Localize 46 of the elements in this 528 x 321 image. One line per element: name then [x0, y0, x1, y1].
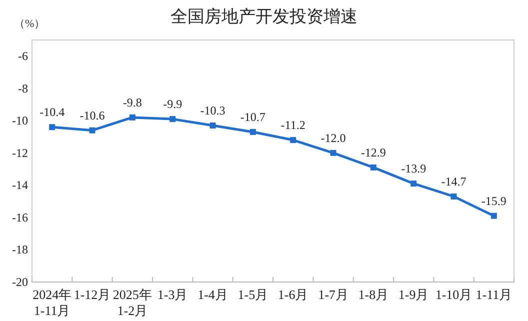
data-label: -12.0: [320, 130, 346, 145]
data-label: -10.4: [40, 105, 65, 120]
x-tick-label: 1-6月: [278, 287, 308, 302]
data-label: -9.9: [163, 97, 182, 112]
x-tick-label: 1-7月: [318, 287, 348, 302]
y-axis-title: （%）: [14, 18, 46, 30]
point: [89, 127, 96, 134]
point: [129, 114, 136, 120]
data-label: -11.2: [280, 118, 306, 132]
x-tick-label: 1-4月: [198, 287, 228, 302]
data-label: -10.7: [240, 110, 266, 124]
y-tick-label: -14: [12, 178, 28, 192]
y-tick-label: -16: [12, 210, 28, 224]
x-tick-label: 1-8月: [358, 287, 389, 302]
data-label: -10.6: [80, 108, 105, 122]
point: [490, 212, 497, 219]
y-tick-label: -18: [12, 242, 28, 257]
x-tick-label: 2024年 1-11月: [32, 287, 72, 318]
x-tick-label: 1-3月: [157, 287, 188, 302]
x-tick-label: 1-9月: [398, 287, 429, 302]
data-label: -14.7: [441, 174, 466, 188]
point: [49, 124, 56, 130]
y-tick-label: -8: [18, 81, 28, 96]
point: [170, 116, 176, 122]
y-tick-label: -12: [12, 146, 28, 160]
point: [450, 193, 457, 200]
chart-title: 全国房地产开发投资增速: [170, 7, 358, 26]
point: [370, 164, 376, 170]
data-label: -12.9: [360, 145, 386, 160]
x-tick-label: 2025年 1-2月: [112, 287, 152, 318]
y-tick-label: -10: [12, 114, 28, 128]
point: [250, 128, 256, 135]
data-label: -13.9: [401, 162, 426, 176]
data-label: -10.3: [200, 104, 226, 118]
y-tick-label: -6: [18, 49, 28, 64]
point: [290, 137, 296, 144]
point: [210, 122, 216, 129]
point: [410, 180, 417, 187]
x-tick-label: 1-5月: [238, 287, 268, 302]
point: [330, 150, 336, 156]
x-tick-label: 1-12月: [74, 287, 111, 302]
y-tick-label: -20: [12, 275, 28, 289]
data-label: -15.9: [481, 194, 506, 208]
x-tick-label: 1-10月: [435, 287, 472, 302]
data-label: -9.8: [122, 95, 142, 110]
x-tick-label: 1-11月: [476, 287, 512, 302]
